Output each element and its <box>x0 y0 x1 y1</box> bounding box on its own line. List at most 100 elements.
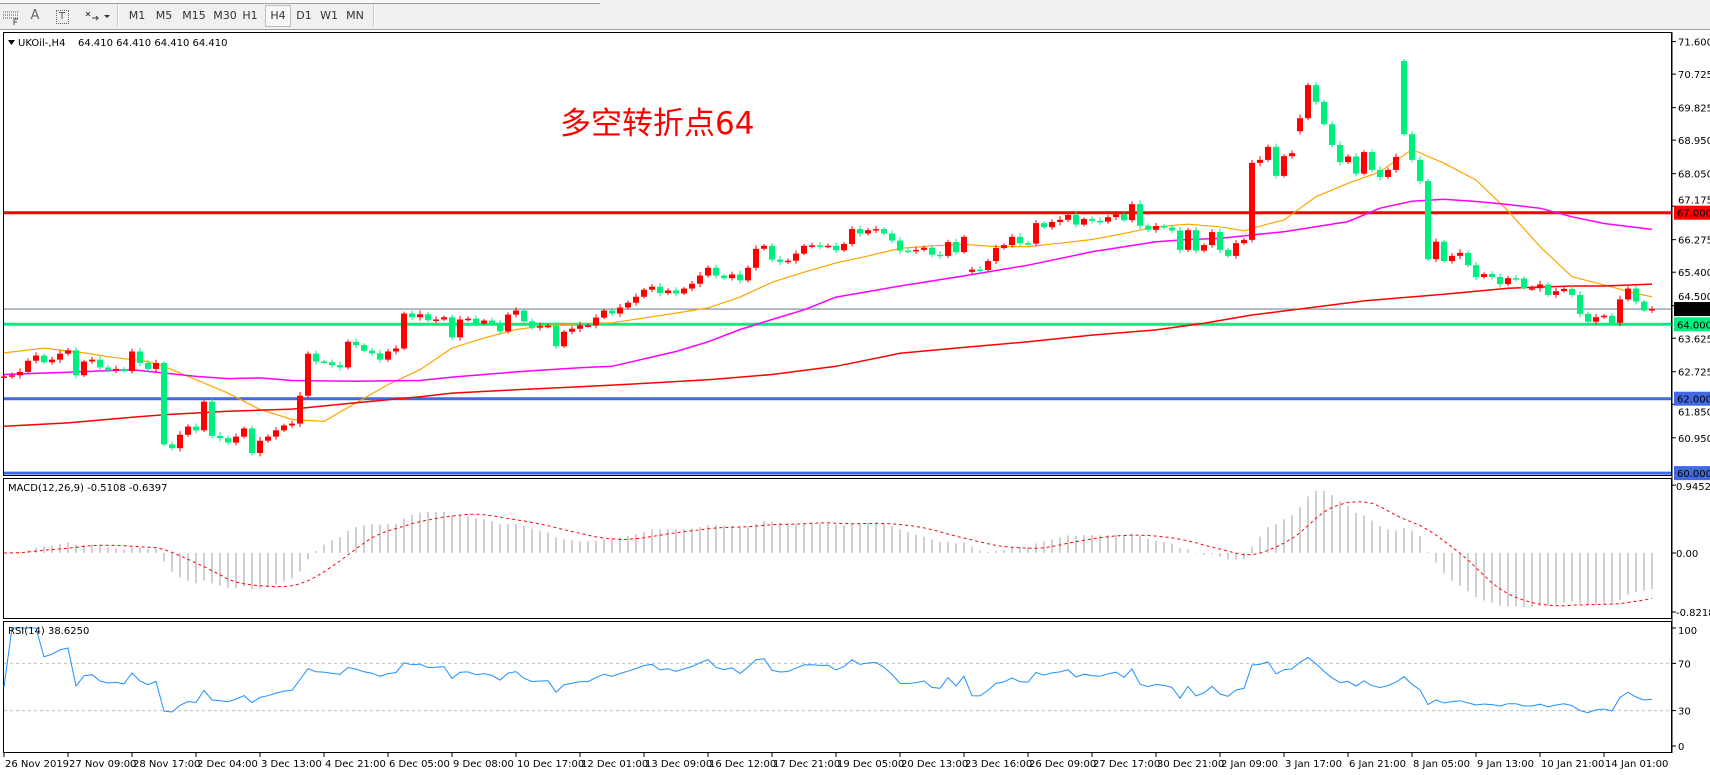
candle-body <box>713 267 719 276</box>
candle <box>105 365 111 373</box>
candle-body <box>761 245 767 249</box>
time-tick-label: 2 Dec 04:00 <box>197 759 258 770</box>
candle-body <box>1097 220 1103 223</box>
timeframe-m5[interactable]: M5 <box>155 9 173 22</box>
text-label-tool-button[interactable]: T <box>54 6 70 26</box>
candle <box>1569 286 1575 298</box>
candle <box>665 288 671 296</box>
candle-body <box>1329 124 1335 145</box>
candle <box>481 318 487 326</box>
time-tick-label: 6 Dec 05:00 <box>389 759 450 770</box>
price-tick-label: 68.950 <box>1678 136 1710 147</box>
candle-body <box>1617 299 1623 323</box>
timeframe-m15[interactable]: M15 <box>182 9 206 22</box>
candle <box>353 338 359 349</box>
candle <box>1 374 7 379</box>
candle-body <box>57 353 63 360</box>
timeframe-mn[interactable]: MN <box>346 9 364 22</box>
candles <box>1 59 1655 457</box>
candle <box>217 432 223 442</box>
candle <box>961 235 967 254</box>
candle-body <box>1009 236 1015 246</box>
candle-body <box>217 435 223 439</box>
candle <box>633 293 639 306</box>
candle <box>905 248 911 254</box>
candle-body <box>97 359 103 368</box>
candle-body <box>393 348 399 352</box>
candle-body <box>25 360 31 372</box>
timeframe-d1[interactable]: D1 <box>296 9 312 22</box>
candle <box>1153 222 1159 233</box>
candle <box>1025 240 1031 246</box>
rsi-tick-label: 100 <box>1678 626 1697 637</box>
price-tick-label: 71.600 <box>1678 38 1710 49</box>
timeframe-h4[interactable]: H4 <box>265 5 291 27</box>
candle <box>1513 274 1519 282</box>
candle <box>113 365 119 374</box>
annotation-text[interactable]: 多空转折点64 <box>560 106 754 142</box>
time-tick-label: 4 Dec 21:00 <box>325 759 386 770</box>
timeframe-w1[interactable]: W1 <box>320 9 338 22</box>
candle <box>377 349 383 363</box>
candle-body <box>105 367 111 371</box>
timeframe-m30[interactable]: M30 <box>213 9 237 22</box>
candle-body <box>1249 162 1255 240</box>
candle-body <box>1137 204 1143 226</box>
candle-body <box>993 248 999 262</box>
candle <box>1217 228 1223 254</box>
candle <box>1633 285 1639 305</box>
candle <box>385 349 391 362</box>
candle <box>337 361 343 371</box>
candle-body <box>769 245 775 260</box>
text-tool-button[interactable]: A <box>30 8 40 23</box>
candle <box>1353 153 1359 177</box>
candle-body <box>1265 146 1271 160</box>
candle <box>441 315 447 322</box>
candle <box>1537 280 1543 292</box>
candle <box>1489 271 1495 280</box>
candle-body <box>1145 225 1151 230</box>
candle <box>625 300 631 310</box>
candle <box>649 283 655 293</box>
price-label-67.000: 67.000 <box>1677 209 1710 220</box>
candle-body <box>385 351 391 360</box>
fibonacci-fan-tool-icon[interactable] <box>2 6 20 26</box>
timeframe-h1[interactable]: H1 <box>242 9 258 22</box>
candle-body <box>1401 60 1407 135</box>
candle <box>1145 223 1151 232</box>
candle-body <box>1497 277 1503 285</box>
time-tick-label: 10 Dec 17:00 <box>517 759 584 770</box>
candle <box>561 329 567 348</box>
candle-body <box>265 436 271 441</box>
candle-body <box>129 351 135 372</box>
price-label-box <box>1674 302 1710 317</box>
candle <box>577 321 583 333</box>
candle-body <box>1281 156 1287 176</box>
horizontal-levels[interactable] <box>4 211 1671 475</box>
candle-body <box>753 248 759 268</box>
candle-body <box>1345 156 1351 163</box>
candle-body <box>537 326 543 328</box>
candle-body <box>985 261 991 270</box>
candle <box>1161 224 1167 230</box>
candle <box>769 243 775 263</box>
arrows-tool-dropdown[interactable] <box>82 6 112 26</box>
price-tick-label: 60.950 <box>1678 434 1710 445</box>
text-label-icon: T <box>55 10 69 24</box>
candle <box>777 255 783 266</box>
candle <box>1177 226 1183 254</box>
candle <box>209 398 215 439</box>
candle-body <box>521 310 527 322</box>
collapse-triangle-icon[interactable] <box>8 40 15 45</box>
candle <box>513 307 519 318</box>
candle-body <box>1609 315 1615 323</box>
time-tick-label: 28 Nov 17:00 <box>133 759 200 770</box>
candle <box>1289 150 1295 159</box>
timeframe-m1[interactable]: M1 <box>128 9 146 22</box>
candle <box>89 356 95 365</box>
candle <box>265 434 271 443</box>
rsi-tick-label: 30 <box>1678 707 1691 718</box>
candle <box>1441 239 1447 263</box>
